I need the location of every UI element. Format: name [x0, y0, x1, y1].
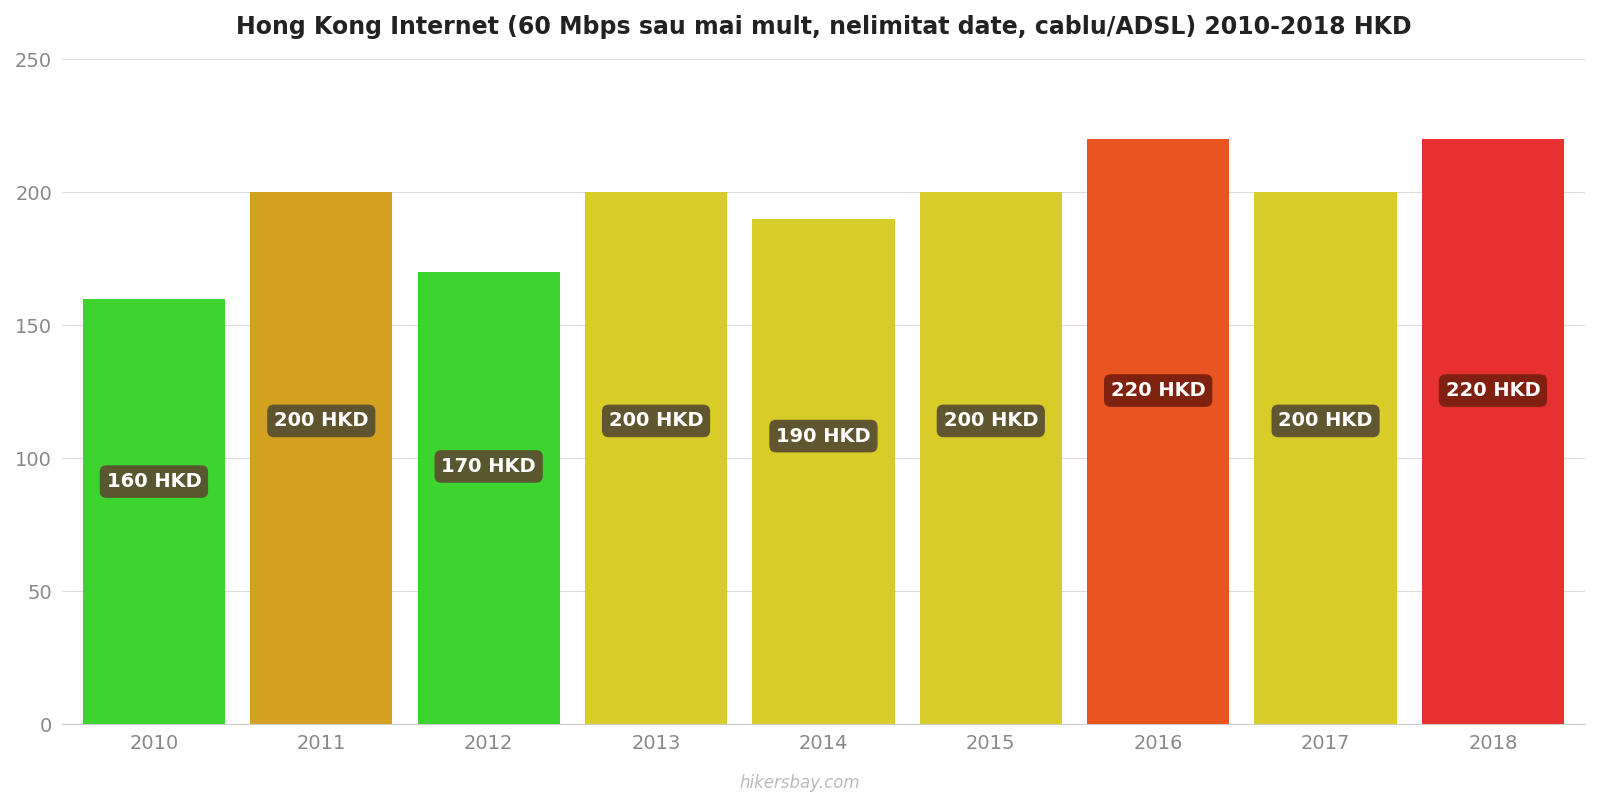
Text: 200 HKD: 200 HKD [944, 411, 1038, 430]
Text: 170 HKD: 170 HKD [442, 457, 536, 476]
Bar [586, 192, 726, 724]
Text: 160 HKD: 160 HKD [107, 472, 202, 491]
Text: 200 HKD: 200 HKD [608, 411, 704, 430]
Title: Hong Kong Internet (60 Mbps sau mai mult, nelimitat date, cablu/ADSL) 2010-2018 : Hong Kong Internet (60 Mbps sau mai mult… [235, 15, 1411, 39]
Bar [418, 272, 560, 724]
Text: 220 HKD: 220 HKD [1445, 381, 1541, 400]
Bar [83, 298, 226, 724]
Bar [250, 192, 392, 724]
Text: 200 HKD: 200 HKD [1278, 411, 1373, 430]
Bar [752, 218, 894, 724]
Text: 220 HKD: 220 HKD [1110, 381, 1205, 400]
Text: 190 HKD: 190 HKD [776, 426, 870, 446]
Text: 200 HKD: 200 HKD [274, 411, 368, 430]
Bar [1254, 192, 1397, 724]
Text: hikersbay.com: hikersbay.com [739, 774, 861, 792]
Bar [1086, 139, 1229, 724]
Bar [920, 192, 1062, 724]
Bar [1422, 139, 1565, 724]
